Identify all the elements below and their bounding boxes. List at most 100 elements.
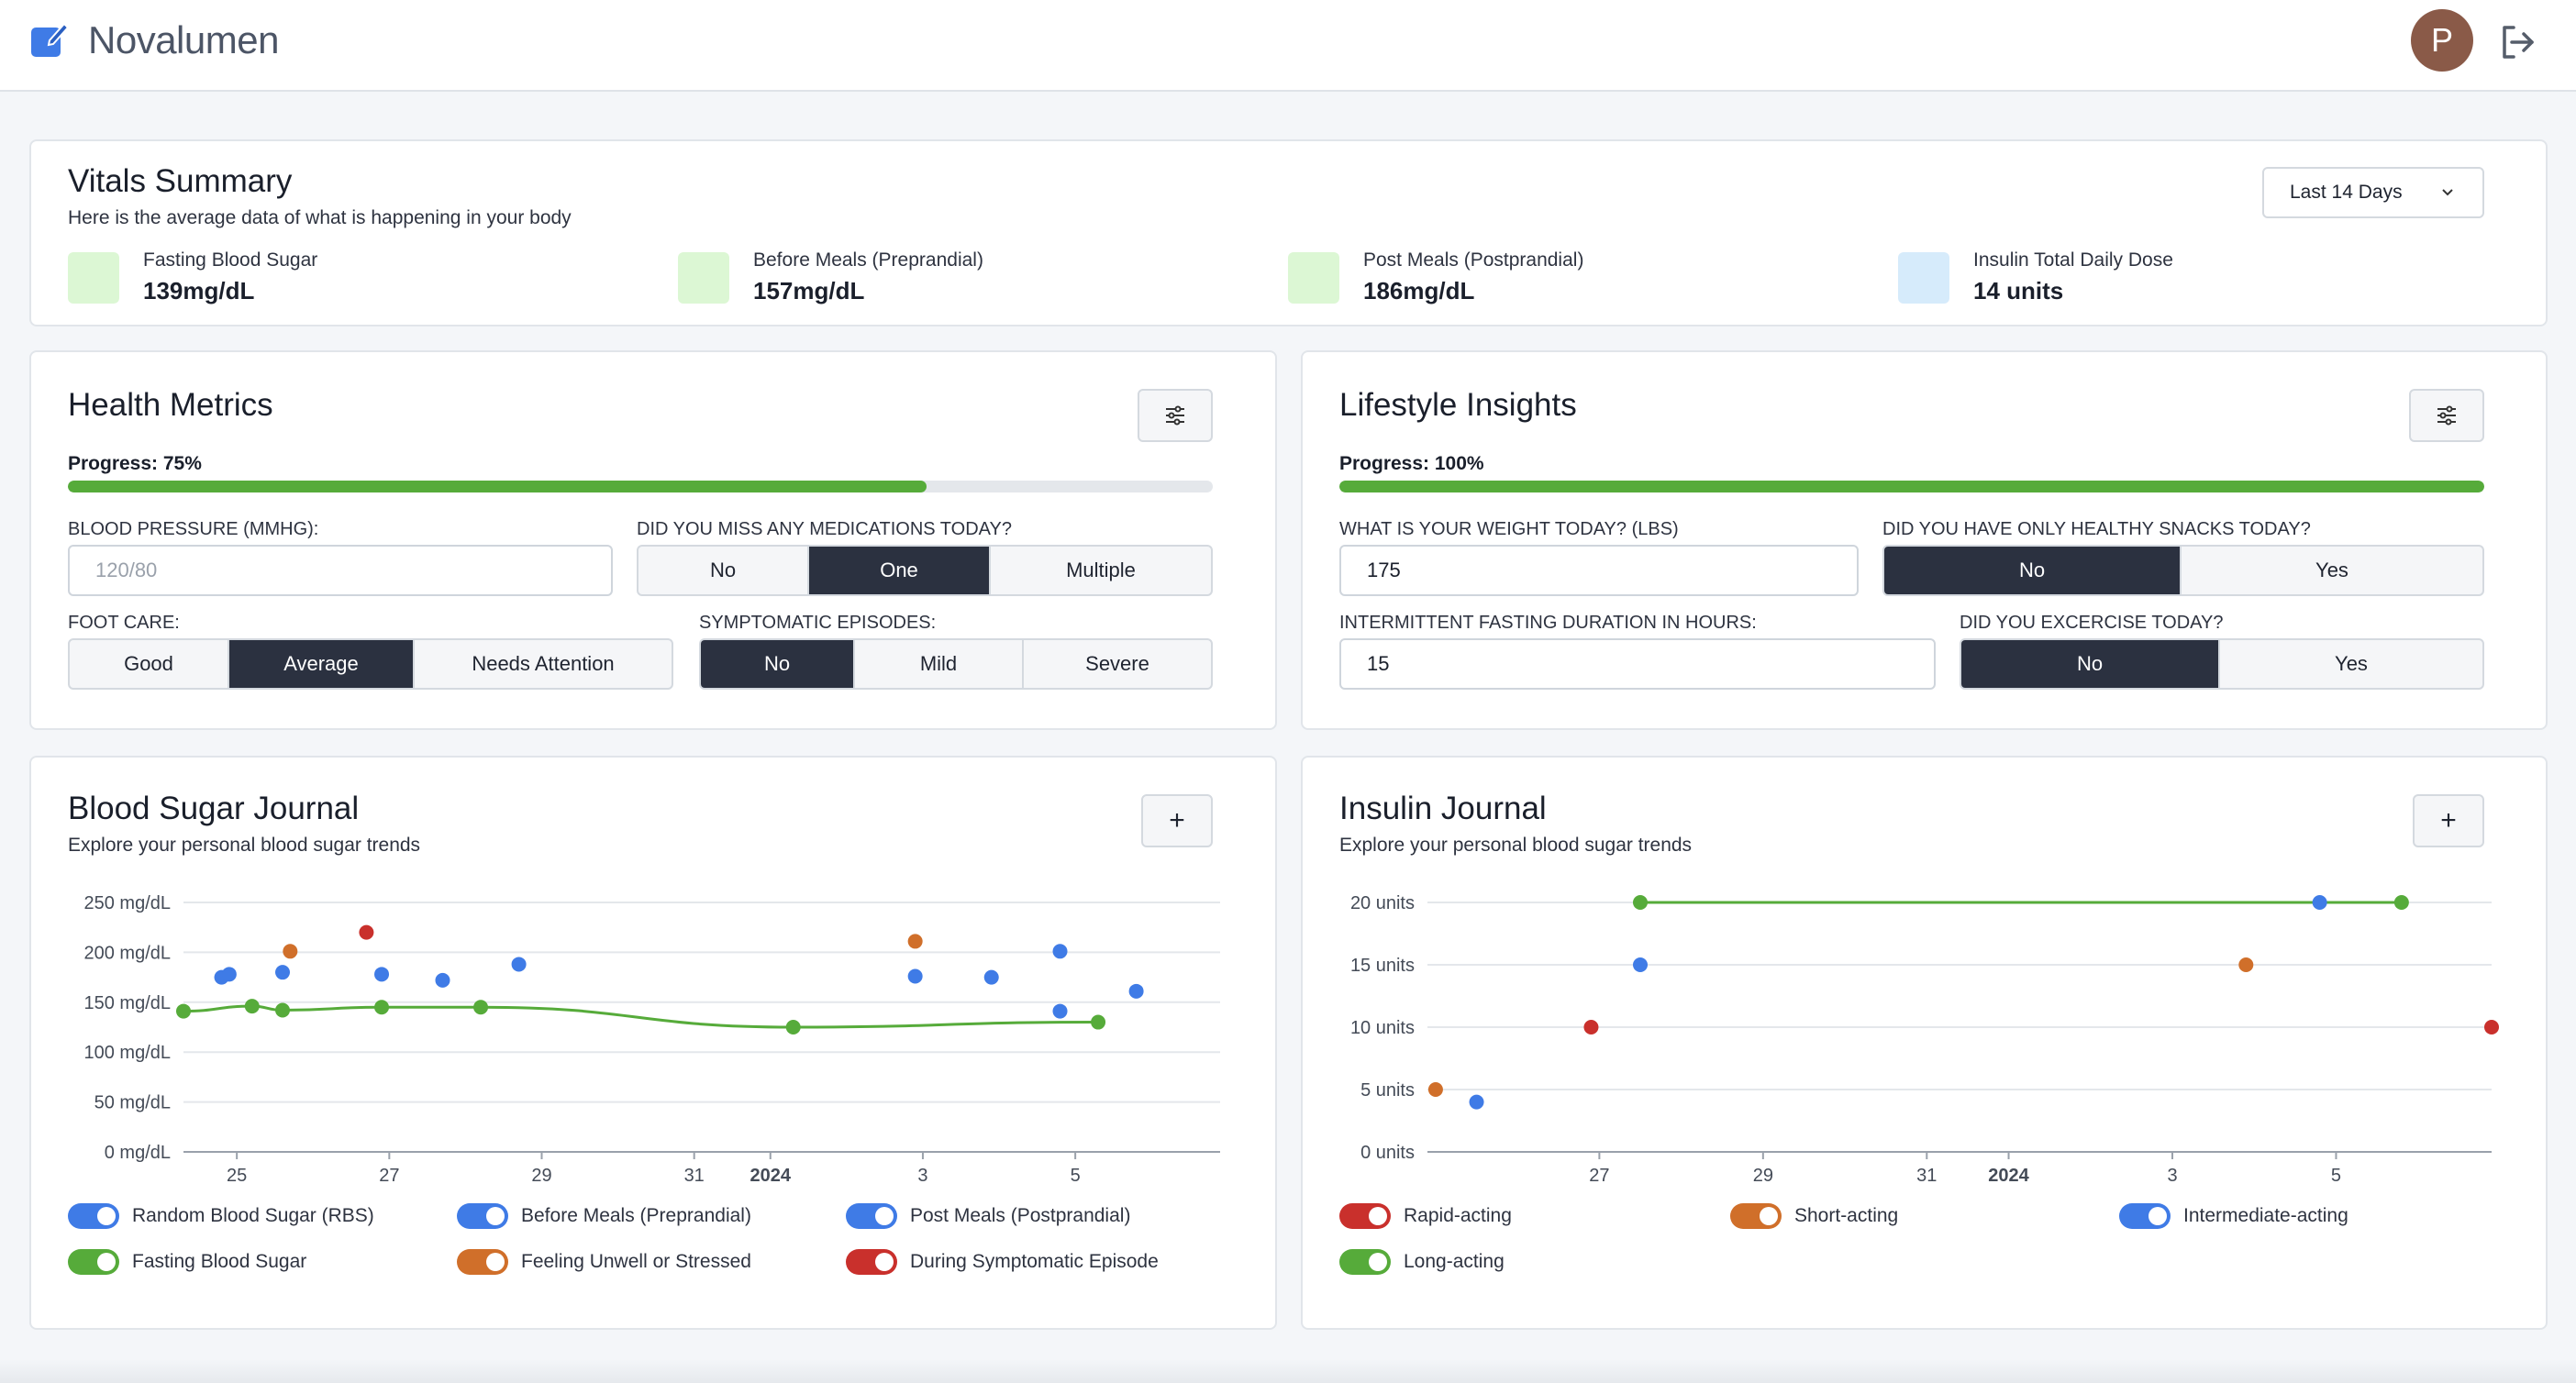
- legend-label: Fasting Blood Sugar: [132, 1251, 307, 1272]
- add-insulin-button[interactable]: +: [2413, 794, 2484, 847]
- exercise-option-yes[interactable]: Yes: [2335, 652, 2368, 675]
- health-progress-label: Progress: 75%: [68, 453, 202, 474]
- data-point[interactable]: [907, 934, 923, 949]
- x-tick-label: 2024: [750, 1166, 792, 1186]
- blood-pressure-input[interactable]: [68, 545, 613, 596]
- legend-item[interactable]: Post Meals (Postprandial): [846, 1203, 1130, 1229]
- data-point[interactable]: [2393, 895, 2409, 910]
- data-point[interactable]: [1583, 1020, 1599, 1034]
- data-point[interactable]: [275, 1002, 291, 1018]
- data-point[interactable]: [785, 1020, 801, 1034]
- legend-item[interactable]: Fasting Blood Sugar: [68, 1249, 306, 1275]
- snacks-option-yes[interactable]: Yes: [2315, 559, 2348, 581]
- foot-option-good[interactable]: Good: [70, 640, 229, 688]
- toggle-switch[interactable]: [68, 1249, 119, 1275]
- data-point[interactable]: [283, 944, 298, 959]
- legend-item[interactable]: During Symptomatic Episode: [846, 1249, 1159, 1275]
- lifestyle-title: Lifestyle Insights: [1339, 387, 1577, 423]
- legend-item[interactable]: Feeling Unwell or Stressed: [457, 1249, 751, 1275]
- data-point[interactable]: [435, 972, 450, 988]
- vital-preprandial: Before Meals (Preprandial) 157mg/dL: [678, 249, 983, 305]
- legend-item[interactable]: Random Blood Sugar (RBS): [68, 1203, 374, 1229]
- toggle-switch[interactable]: [457, 1249, 508, 1275]
- legend-label: Intermediate-acting: [2183, 1205, 2348, 1226]
- foot-care-segmented: Good Average Needs Attention: [68, 638, 673, 690]
- vital-swatch: [68, 251, 119, 304]
- foot-option-needs-attention[interactable]: Needs Attention: [472, 652, 615, 675]
- data-point[interactable]: [907, 968, 923, 984]
- data-point[interactable]: [244, 999, 260, 1014]
- data-point[interactable]: [1633, 957, 1648, 972]
- episodes-option-severe[interactable]: Severe: [1085, 652, 1149, 675]
- x-tick-label: 3: [2167, 1166, 2177, 1186]
- data-point[interactable]: [511, 957, 527, 972]
- data-point[interactable]: [2484, 1020, 2499, 1034]
- meds-label: DID YOU MISS ANY MEDICATIONS TODAY?: [637, 519, 1012, 539]
- meds-segmented: No One Multiple: [637, 545, 1213, 596]
- data-point[interactable]: [1128, 983, 1144, 999]
- episodes-segmented: No Mild Severe: [699, 638, 1213, 690]
- toggle-switch[interactable]: [1730, 1203, 1782, 1229]
- y-tick-label: 50 mg/dL: [94, 1093, 171, 1113]
- vital-label: Post Meals (Postprandial): [1363, 249, 1584, 271]
- toggle-switch[interactable]: [457, 1203, 508, 1229]
- legend-item[interactable]: Before Meals (Preprandial): [457, 1203, 751, 1229]
- health-progress-fill: [68, 481, 927, 492]
- date-range-select[interactable]: Last 14 Days: [2262, 167, 2484, 218]
- data-point[interactable]: [1469, 1094, 1484, 1110]
- health-settings-button[interactable]: [1138, 389, 1213, 442]
- vital-label: Fasting Blood Sugar: [143, 249, 318, 271]
- vital-swatch: [1898, 251, 1949, 304]
- toggle-switch[interactable]: [846, 1203, 897, 1229]
- snacks-option-no[interactable]: No: [1884, 547, 2182, 594]
- exercise-option-no[interactable]: No: [1961, 640, 2220, 688]
- data-point[interactable]: [374, 967, 390, 982]
- add-blood-sugar-button[interactable]: +: [1141, 794, 1213, 847]
- weight-input[interactable]: [1339, 545, 1859, 596]
- data-point[interactable]: [359, 924, 374, 940]
- toggle-switch[interactable]: [1339, 1249, 1391, 1275]
- episodes-option-no[interactable]: No: [701, 640, 855, 688]
- y-tick-label: 250 mg/dL: [83, 893, 171, 913]
- toggle-switch[interactable]: [1339, 1203, 1391, 1229]
- data-point[interactable]: [275, 965, 291, 980]
- legend-item[interactable]: Rapid-acting: [1339, 1203, 1512, 1229]
- legend-item[interactable]: Intermediate-acting: [2119, 1203, 2348, 1229]
- app-logo[interactable]: Novalumen: [29, 18, 279, 62]
- data-point[interactable]: [1091, 1014, 1106, 1030]
- data-point[interactable]: [176, 1003, 191, 1019]
- edit-square-icon: [31, 22, 70, 57]
- fasting-duration-input[interactable]: [1339, 638, 1936, 690]
- vital-swatch: [1288, 251, 1339, 304]
- data-point[interactable]: [983, 969, 999, 985]
- data-point[interactable]: [2312, 895, 2327, 910]
- data-point[interactable]: [473, 1000, 489, 1015]
- toggle-switch[interactable]: [846, 1249, 897, 1275]
- legend-item[interactable]: Long-acting: [1339, 1249, 1505, 1275]
- meds-option-multiple[interactable]: Multiple: [1066, 559, 1136, 581]
- meds-option-one[interactable]: One: [809, 547, 991, 594]
- toggle-switch[interactable]: [68, 1203, 119, 1229]
- toggle-switch[interactable]: [2119, 1203, 2171, 1229]
- foot-option-average[interactable]: Average: [229, 640, 415, 688]
- data-point[interactable]: [1052, 1003, 1068, 1019]
- episodes-option-mild[interactable]: Mild: [855, 640, 1024, 688]
- avatar[interactable]: P: [2411, 9, 2473, 72]
- blood-sugar-journal-card: [29, 756, 1277, 1330]
- episodes-label: SYMPTOMATIC EPISODES:: [699, 613, 937, 633]
- meds-option-no[interactable]: No: [638, 547, 809, 594]
- data-point[interactable]: [1052, 944, 1068, 959]
- data-point[interactable]: [1427, 1082, 1443, 1097]
- vital-fasting: Fasting Blood Sugar 139mg/dL: [68, 249, 317, 305]
- data-point[interactable]: [221, 967, 237, 982]
- insulin-journal-card: [1301, 756, 2548, 1330]
- x-tick-label: 31: [684, 1166, 705, 1186]
- data-point[interactable]: [2238, 957, 2254, 972]
- lifestyle-progress-fill: [1339, 481, 2484, 492]
- data-point[interactable]: [374, 1000, 390, 1015]
- data-point[interactable]: [1633, 895, 1648, 910]
- date-range-value: Last 14 Days: [2290, 182, 2403, 203]
- legend-item[interactable]: Short-acting: [1730, 1203, 1898, 1229]
- lifestyle-settings-button[interactable]: [2409, 389, 2484, 442]
- logout-icon[interactable]: [2497, 22, 2537, 62]
